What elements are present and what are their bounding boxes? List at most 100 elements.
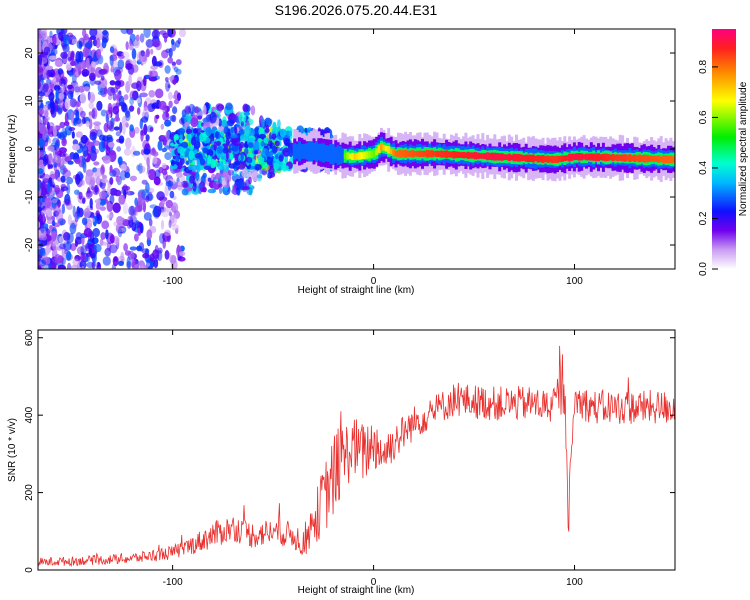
spectrogram-cell bbox=[160, 123, 164, 130]
spectrogram-cell bbox=[38, 80, 41, 90]
spectrogram-ridge-cell bbox=[445, 150, 449, 159]
spectrogram-cell bbox=[62, 44, 70, 53]
spectrogram-ridge-cell bbox=[652, 155, 656, 162]
spectrogram-cell bbox=[171, 224, 180, 231]
spectrogram-cell bbox=[269, 140, 273, 150]
spectrogram-ridge-cell bbox=[490, 152, 494, 161]
spectrogram-cell bbox=[164, 77, 169, 82]
spectrogram-ridge-cell bbox=[558, 155, 562, 163]
spectrogram-cell bbox=[235, 187, 241, 196]
spectrogram-ridge-cell bbox=[346, 152, 350, 160]
spectrogram-cell bbox=[227, 128, 231, 137]
spectrogram-cell bbox=[128, 74, 132, 86]
spectrogram-ridge-cell bbox=[447, 151, 451, 158]
spectrogram-cell bbox=[179, 251, 186, 257]
spectrogram-cell bbox=[161, 199, 166, 206]
spectrogram-cell bbox=[55, 149, 59, 156]
spectrogram-cell bbox=[209, 111, 217, 124]
spectrogram-cell bbox=[143, 148, 151, 155]
spectrogram-cell bbox=[95, 176, 101, 186]
spectrogram-ridge-cell bbox=[377, 145, 381, 153]
spectrogram-cell bbox=[60, 186, 69, 192]
spectrogram-cell bbox=[94, 199, 102, 204]
spectrogram-ridge-cell bbox=[493, 152, 497, 161]
spectrogram-ridge-cell bbox=[413, 151, 417, 157]
spectrogram-ylabel: Frequency (Hz) bbox=[7, 115, 18, 184]
spectrogram-ridge-cell bbox=[589, 153, 593, 161]
spectrogram-ridge-cell bbox=[331, 144, 335, 165]
spectrogram-cell bbox=[75, 173, 81, 185]
spectrogram-ridge-cell bbox=[430, 150, 434, 158]
spectrogram-cell bbox=[45, 65, 53, 71]
spectrogram-cell bbox=[86, 217, 95, 224]
spectrogram-cell bbox=[198, 155, 204, 161]
spectrogram-cell bbox=[83, 207, 91, 219]
spectrogram-ridge-cell bbox=[650, 155, 654, 162]
spectrogram-cell bbox=[58, 152, 66, 157]
spectrogram-cell bbox=[182, 182, 189, 188]
spectrogram-cell bbox=[68, 127, 76, 131]
spectrogram-ridge-cell bbox=[375, 148, 379, 156]
spectrogram-ridge-cell bbox=[452, 151, 456, 159]
spectrogram-cell bbox=[39, 200, 46, 209]
spectrogram-cell bbox=[277, 119, 281, 129]
spectrogram-ridge-cell bbox=[606, 154, 610, 161]
spectrogram-cell bbox=[177, 146, 185, 154]
spectrogram-ridge-cell bbox=[515, 154, 518, 162]
spectrogram-cell bbox=[83, 86, 91, 92]
spectrogram-cell bbox=[288, 148, 294, 157]
spectrogram-cell bbox=[127, 215, 133, 221]
spectrogram-xlabel: Height of straight line (km) bbox=[298, 285, 415, 296]
spectrogram-cell bbox=[225, 150, 229, 161]
spectrogram-cell bbox=[164, 35, 168, 43]
spectrogram-ridge-cell bbox=[382, 144, 386, 151]
spectrogram-ridge-cell bbox=[503, 154, 506, 160]
spectrogram-cell bbox=[219, 187, 223, 195]
spectrogram-cell bbox=[164, 152, 172, 161]
spectrogram-cell bbox=[80, 251, 85, 262]
spectrogram-ridge-cell bbox=[647, 155, 651, 162]
spectrogram-cell bbox=[148, 90, 156, 98]
spectrogram-cell bbox=[75, 232, 83, 240]
spectrogram-cell bbox=[112, 48, 119, 57]
spectrogram-cell bbox=[264, 128, 270, 133]
spectrogram-cell bbox=[52, 125, 57, 138]
spectrogram-ridge-cell bbox=[618, 154, 622, 161]
spectrogram-cell bbox=[38, 123, 47, 135]
spectrogram-ridge-cell bbox=[392, 149, 396, 156]
spectrogram-ridge-cell bbox=[611, 154, 615, 162]
spectrogram-cell bbox=[80, 110, 86, 118]
spectrogram-cell bbox=[72, 258, 80, 267]
spectrogram-ridge-cell bbox=[334, 147, 338, 163]
spectrogram-ridge-cell bbox=[406, 150, 410, 157]
figure-title: S196.2026.075.20.44.E31 bbox=[275, 2, 438, 18]
spectrogram-ridge-cell bbox=[630, 155, 634, 162]
spectrogram-cell bbox=[65, 176, 74, 185]
spectrogram-ridge-cell bbox=[626, 155, 629, 161]
spectrogram-cell bbox=[105, 144, 111, 156]
spectrogram-cell bbox=[76, 100, 81, 108]
spectrogram-cell bbox=[96, 100, 103, 111]
spectrogram-cell bbox=[38, 43, 42, 54]
spectrogram-cell bbox=[148, 169, 157, 181]
spectrogram-cell bbox=[265, 118, 273, 125]
spectrogram-cell bbox=[75, 51, 82, 63]
spectrogram-ridge-cell bbox=[322, 143, 326, 163]
spectrogram-ridge-cell bbox=[363, 151, 367, 159]
spectrogram-cell bbox=[81, 265, 85, 269]
spectrogram-cell bbox=[190, 117, 199, 128]
snr-panel: -100 0 100 0 200 400 600 Height of straight li… bbox=[7, 329, 676, 596]
y-tick-label: 400 bbox=[24, 406, 35, 423]
spectrogram-cell bbox=[47, 145, 55, 152]
spectrogram-ridge-cell bbox=[408, 150, 412, 157]
spectrogram-cell bbox=[173, 134, 180, 141]
spectrogram-cell bbox=[105, 229, 109, 240]
spectrogram-ridge-cell bbox=[654, 155, 658, 162]
spectrogram-ridge-cell bbox=[531, 154, 535, 163]
y-tick-label: -10 bbox=[24, 189, 35, 204]
spectrogram-ridge-cell bbox=[389, 148, 393, 155]
spectrogram-cell bbox=[260, 116, 265, 128]
spectrogram-cell bbox=[89, 198, 93, 209]
spectrogram-cell bbox=[118, 260, 124, 266]
spectrogram-cell bbox=[48, 138, 52, 144]
